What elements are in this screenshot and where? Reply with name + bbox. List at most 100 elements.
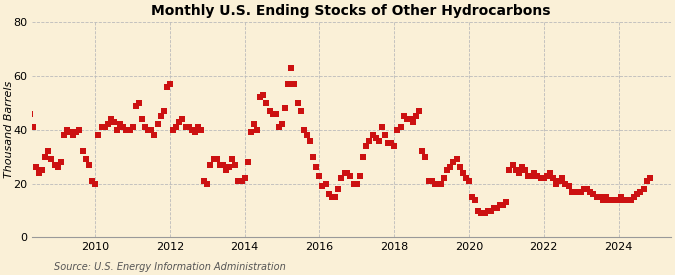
Point [118, 125, 129, 129]
Point [358, 155, 369, 159]
Point [404, 117, 415, 121]
Point [401, 117, 412, 121]
Point [551, 182, 562, 186]
Point [84, 163, 95, 167]
Point [140, 125, 151, 129]
Point [420, 155, 431, 159]
Point [255, 95, 266, 100]
Point [522, 173, 533, 178]
Point [620, 197, 630, 202]
Point [71, 130, 82, 135]
Point [352, 182, 362, 186]
Point [28, 125, 38, 129]
Point [314, 173, 325, 178]
Point [367, 133, 378, 137]
Point [520, 168, 531, 172]
Point [121, 128, 132, 132]
Point [74, 128, 85, 132]
Point [622, 197, 633, 202]
Point [311, 165, 322, 170]
Point [252, 128, 263, 132]
Point [364, 138, 375, 143]
Point [638, 187, 649, 191]
Point [597, 197, 608, 202]
Point [545, 170, 556, 175]
Point [360, 144, 371, 148]
Point [445, 165, 456, 170]
Point [46, 157, 57, 162]
Point [479, 211, 490, 215]
Point [513, 170, 524, 175]
Point [373, 138, 384, 143]
Point [209, 157, 219, 162]
Point [535, 176, 546, 180]
Point [377, 125, 387, 129]
Point [466, 195, 477, 199]
Point [327, 195, 338, 199]
Point [566, 189, 577, 194]
Point [155, 114, 166, 119]
Point [130, 103, 141, 108]
Point [610, 197, 621, 202]
Point [433, 182, 443, 186]
Point [296, 109, 306, 113]
Point [265, 109, 275, 113]
Point [186, 128, 197, 132]
Point [330, 195, 341, 199]
Point [18, 152, 29, 156]
Point [279, 106, 290, 111]
Point [644, 176, 655, 180]
Point [270, 111, 281, 116]
Point [246, 130, 256, 135]
Point [289, 82, 300, 86]
Point [283, 82, 294, 86]
Point [68, 133, 79, 137]
Point [342, 170, 353, 175]
Point [258, 93, 269, 97]
Point [221, 168, 232, 172]
Point [43, 149, 54, 153]
Point [570, 189, 580, 194]
Text: Source: U.S. Energy Information Administration: Source: U.S. Energy Information Administ… [54, 262, 286, 272]
Point [165, 82, 176, 86]
Point [177, 117, 188, 121]
Point [136, 117, 147, 121]
Point [115, 122, 126, 127]
Point [202, 182, 213, 186]
Point [588, 192, 599, 197]
Point [632, 192, 643, 197]
Point [429, 182, 440, 186]
Point [217, 163, 228, 167]
Point [426, 179, 437, 183]
Point [576, 189, 587, 194]
Point [78, 149, 88, 153]
Point [236, 179, 247, 183]
Point [532, 173, 543, 178]
Point [616, 195, 627, 199]
Point [302, 133, 313, 137]
Point [454, 165, 465, 170]
Point [485, 208, 496, 213]
Point [641, 179, 652, 183]
Point [180, 125, 191, 129]
Point [386, 141, 397, 145]
Point [603, 197, 614, 202]
Point [392, 128, 402, 132]
Point [491, 206, 502, 210]
Point [49, 163, 60, 167]
Point [541, 173, 552, 178]
Point [489, 206, 500, 210]
Point [248, 122, 259, 127]
Point [24, 111, 35, 116]
Point [36, 168, 47, 172]
Point [22, 117, 32, 121]
Point [601, 195, 612, 199]
Point [516, 165, 527, 170]
Point [317, 184, 328, 188]
Point [148, 133, 159, 137]
Point [333, 187, 344, 191]
Point [87, 179, 98, 183]
Point [539, 176, 549, 180]
Point [111, 128, 122, 132]
Point [629, 195, 640, 199]
